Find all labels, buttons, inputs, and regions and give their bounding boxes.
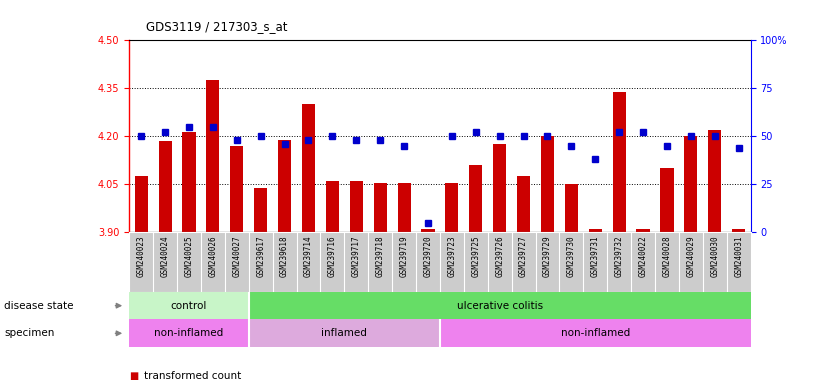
Text: GSM240030: GSM240030 [711,235,719,277]
Bar [302,104,315,232]
Bar [708,130,721,232]
Bar [374,183,387,232]
Bar [230,146,244,232]
Bar [326,181,339,232]
Text: GSM240026: GSM240026 [208,235,218,277]
Text: GSM240024: GSM240024 [161,235,169,277]
Text: specimen: specimen [4,328,54,338]
Bar [732,229,746,232]
Bar [398,183,410,232]
Text: ulcerative colitis: ulcerative colitis [457,301,543,311]
Bar [278,139,291,232]
Text: GSM239730: GSM239730 [567,235,575,277]
Text: non-inflamed: non-inflamed [560,328,630,338]
Text: GSM240028: GSM240028 [662,235,671,277]
Text: GSM239723: GSM239723 [447,235,456,277]
Text: ■: ■ [129,371,138,381]
Text: GSM239716: GSM239716 [328,235,337,277]
Text: GSM239617: GSM239617 [256,235,265,277]
Text: GSM240031: GSM240031 [734,235,743,277]
Text: GSM239729: GSM239729 [543,235,552,277]
Text: disease state: disease state [4,301,73,311]
Text: GSM239714: GSM239714 [304,235,313,277]
Bar [541,136,554,232]
Bar [684,136,697,232]
Text: GSM239720: GSM239720 [424,235,433,277]
Bar [254,187,267,232]
Text: GSM239618: GSM239618 [280,235,289,277]
Bar [613,91,626,232]
Text: GSM239727: GSM239727 [519,235,528,277]
Text: GSM240025: GSM240025 [184,235,193,277]
Bar [249,292,751,319]
Text: GSM239725: GSM239725 [471,235,480,277]
Bar [470,165,482,232]
Text: GSM239717: GSM239717 [352,235,361,277]
Text: GSM239731: GSM239731 [590,235,600,277]
Text: GSM239726: GSM239726 [495,235,505,277]
Bar [661,168,674,232]
Bar [183,131,196,232]
Bar [206,80,219,232]
Text: GDS3119 / 217303_s_at: GDS3119 / 217303_s_at [146,20,288,33]
Bar [589,229,602,232]
Bar [636,229,650,232]
Text: inflamed: inflamed [321,328,367,338]
Text: GSM239732: GSM239732 [615,235,624,277]
Bar [129,292,249,319]
Text: control: control [171,301,207,311]
Text: non-inflamed: non-inflamed [154,328,224,338]
Text: GSM239718: GSM239718 [375,235,384,277]
Text: GSM240023: GSM240023 [137,235,146,277]
Text: GSM240027: GSM240027 [233,235,241,277]
Bar [565,184,578,232]
Bar [158,141,172,232]
Text: GSM239719: GSM239719 [399,235,409,277]
Bar [134,176,148,232]
Bar [421,229,435,232]
Text: transformed count: transformed count [144,371,242,381]
Bar [129,319,249,347]
Bar [493,144,506,232]
Bar [349,181,363,232]
Text: GSM240029: GSM240029 [686,235,696,277]
Bar [517,176,530,232]
Bar [440,319,751,347]
Bar [445,183,459,232]
Text: GSM240022: GSM240022 [639,235,647,277]
Bar [249,319,440,347]
